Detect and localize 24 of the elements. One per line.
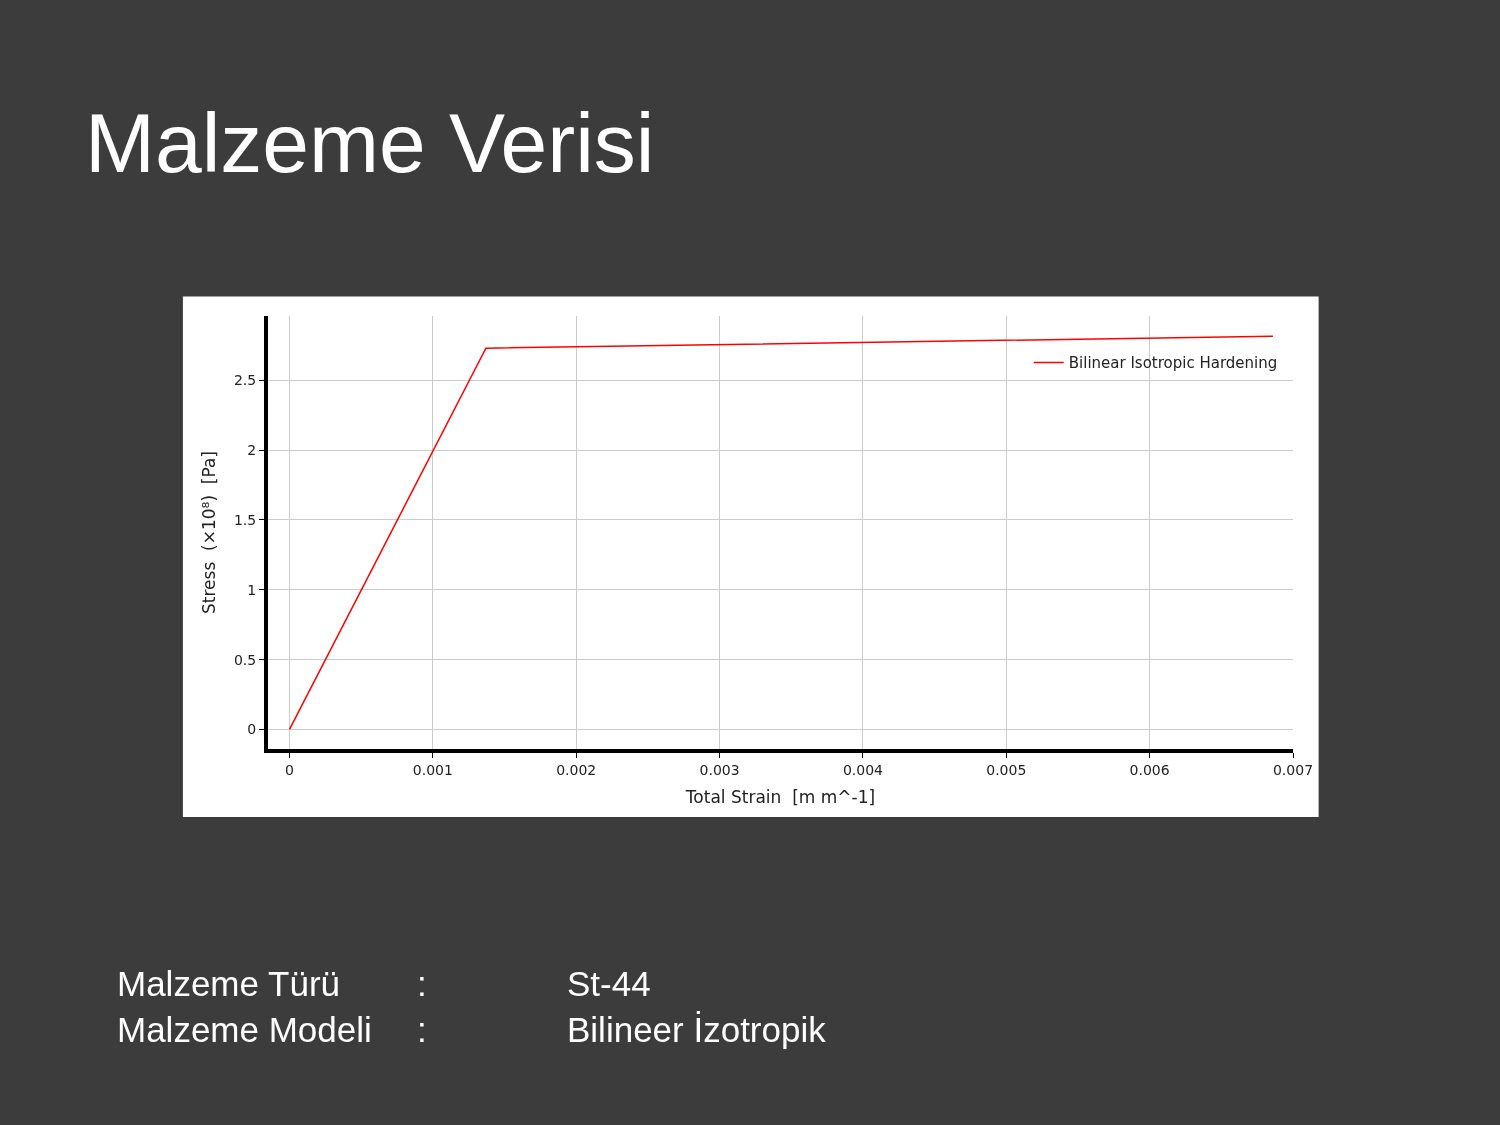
x-tick-label: 0 [285, 761, 294, 778]
x-tick-label: 0.002 [556, 761, 597, 778]
text: Malzeme Türü [117, 964, 341, 1003]
text: St-44 [567, 964, 651, 1003]
x-axis-title: Total Strain [m m^-1] [684, 786, 876, 807]
x-tick-label: 0.003 [699, 761, 740, 778]
y-tick-label: 1 [247, 581, 257, 598]
text: : [417, 964, 427, 1003]
text: Bilineer İzotropik [567, 1010, 827, 1049]
x-tick-label: 0.004 [842, 761, 884, 778]
y-tick-label: 1.5 [233, 511, 257, 528]
chart-title: Malzeme Verisi [85, 96, 655, 191]
x-tick-label: 0.005 [986, 761, 1027, 778]
y-tick-label: 0 [247, 721, 257, 738]
legend-label: Bilinear Isotropic Hardening [1068, 354, 1278, 373]
text: : [417, 1010, 427, 1049]
x-tick-label: 0.007 [1272, 761, 1314, 778]
y-tick-label: 2 [247, 441, 257, 458]
y-tick-label: 0.5 [233, 651, 257, 668]
y-tick-label: 2.5 [233, 372, 257, 389]
text: Malzeme Modeli [117, 1010, 372, 1049]
x-tick-label: 0.001 [412, 761, 453, 778]
y-axis-title: Stress (×10⁸) [Pa] [198, 451, 219, 614]
x-tick-label: 0.006 [1129, 761, 1170, 778]
